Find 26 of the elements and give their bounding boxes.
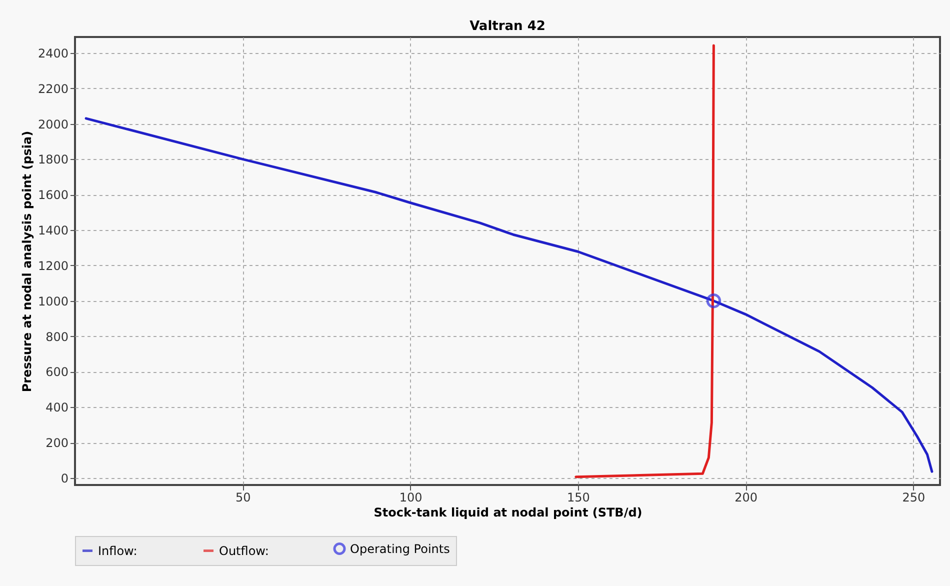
y-tick-label: 1400: [38, 224, 68, 238]
x-tick-label: 100: [399, 490, 422, 504]
y-tick-label: 1600: [38, 188, 68, 202]
x-tick-label: 50: [235, 490, 251, 504]
legend-label: Operating Points: [350, 542, 450, 556]
y-tick-label: 800: [46, 330, 68, 344]
y-tick-label: 0: [60, 471, 68, 486]
y-tick-label: 400: [46, 400, 68, 415]
y-tick-label: 1000: [38, 294, 68, 308]
y-tick-label: 2000: [38, 117, 68, 132]
y-tick-label: 200: [46, 436, 68, 450]
line-series: [574, 44, 715, 478]
y-tick-label: 1800: [38, 152, 68, 167]
y-tick-label: 600: [46, 365, 68, 380]
y-tick-label: 2200: [38, 82, 68, 96]
x-tick-label: 250: [902, 490, 926, 504]
legend-label: Outflow:: [219, 544, 269, 558]
x-axis-title: Stock-tank liquid at nodal point (STB/d): [374, 506, 642, 520]
x-tick-label: 200: [734, 490, 758, 504]
x-tick-label: 150: [566, 490, 590, 504]
chart-title: Valtran 42: [470, 19, 546, 34]
y-axis-title: Pressure at nodal analysis point (psia): [20, 130, 34, 392]
legend-label: Inflow:: [98, 544, 138, 558]
y-tick-label: 1200: [38, 258, 68, 273]
y-tick-label: 2400: [38, 46, 68, 60]
line-series: [84, 117, 934, 473]
